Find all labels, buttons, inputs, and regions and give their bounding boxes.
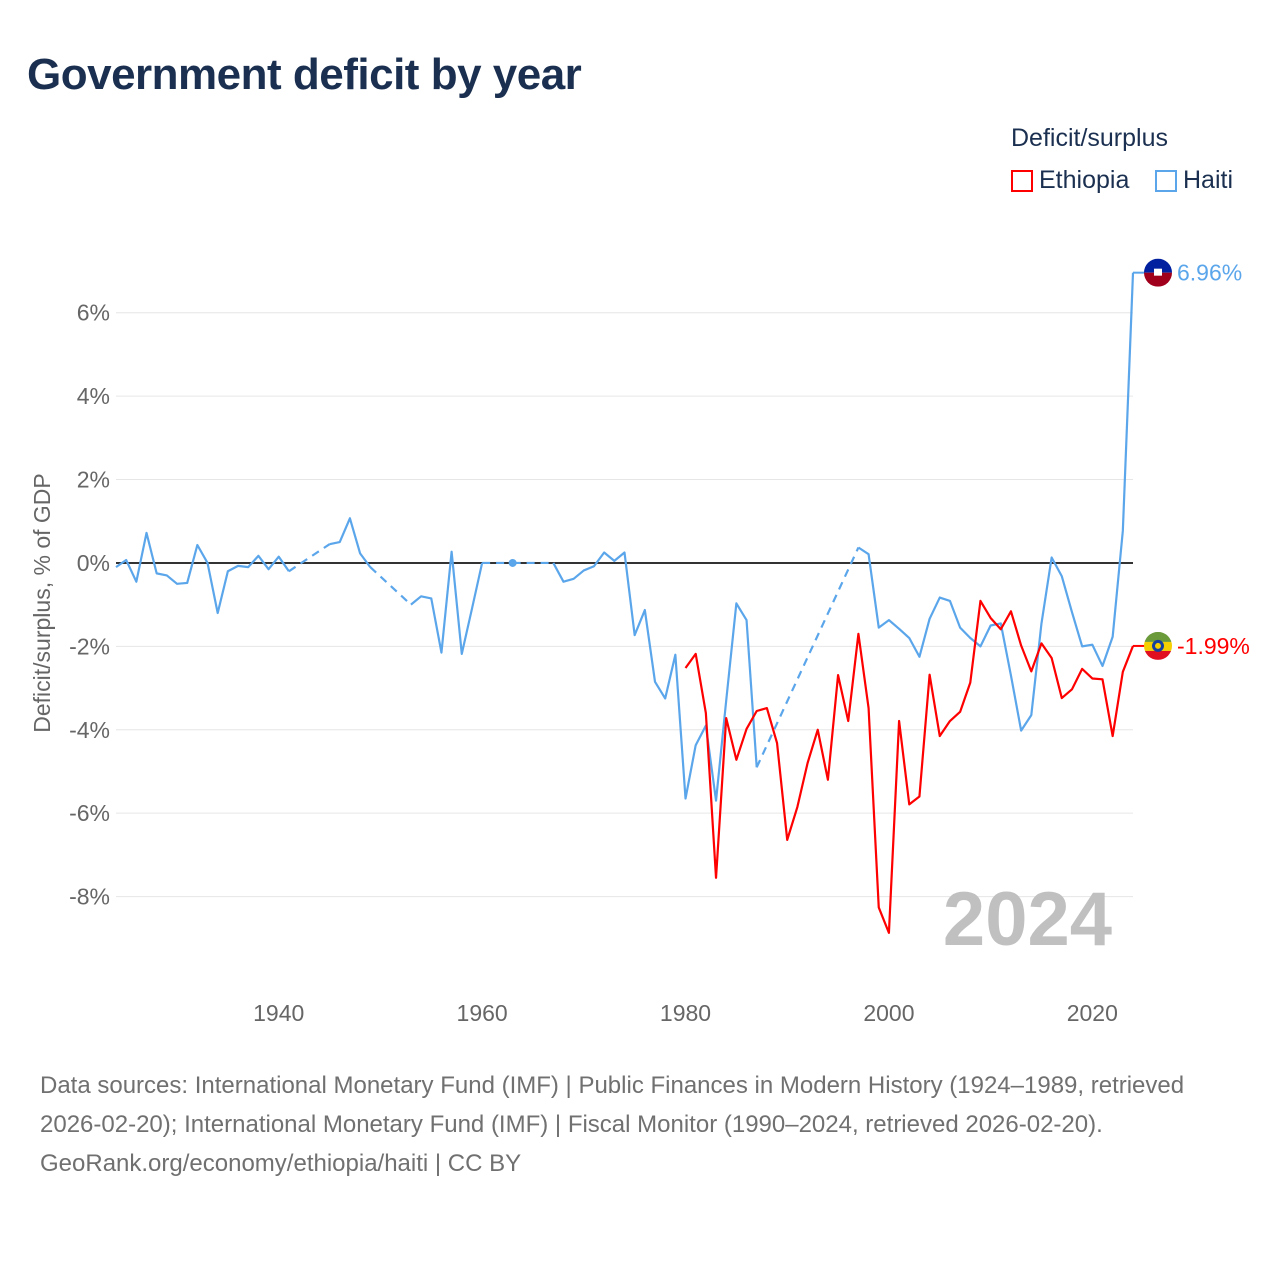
y-tick-label: -8% (69, 884, 110, 910)
ethiopia-end-label: -1.99% (1177, 633, 1250, 659)
footer: Data sources: International Monetary Fun… (40, 1066, 1250, 1183)
y-tick-label: 0% (77, 550, 110, 576)
year-watermark: 2024 (943, 877, 1112, 962)
haiti-gap-line (288, 543, 331, 573)
legend-label-ethiopia: Ethiopia (1039, 166, 1130, 194)
credit-link[interactable]: GeoRank.org/economy/ethiopia/haiti | CC … (40, 1150, 522, 1177)
haiti-line (115, 272, 1135, 802)
data-sources: Data sources: International Monetary Fun… (40, 1072, 1185, 1138)
x-tick-label: 1960 (457, 1000, 508, 1026)
y-axis-label: Deficit/surplus, % of GDP (29, 473, 55, 732)
haiti-gap-line (369, 566, 412, 606)
legend-item-ethiopia[interactable]: Ethiopia (1011, 166, 1129, 195)
x-tick-label: 1980 (660, 1000, 711, 1026)
y-tick-label: 6% (77, 300, 110, 326)
y-tick-label: 2% (77, 467, 110, 493)
haiti-gap-line (755, 547, 860, 768)
y-tick-label: -4% (69, 717, 110, 743)
x-tick-label: 2020 (1067, 1000, 1118, 1026)
legend-item-haiti[interactable]: Haiti (1155, 166, 1233, 195)
haiti-end-label: 6.96% (1177, 260, 1242, 286)
y-tick-label: 4% (77, 383, 110, 409)
page-title: Government deficit by year (27, 50, 582, 99)
x-tick-label: 1940 (253, 1000, 304, 1026)
x-tick-label: 2000 (863, 1000, 914, 1026)
ethiopia-flag-icon (1144, 631, 1172, 660)
legend-swatch-ethiopia (1011, 169, 1033, 192)
y-tick-label: -2% (69, 633, 110, 659)
y-tick-label: -6% (69, 800, 110, 826)
legend-label-haiti: Haiti (1183, 166, 1234, 194)
legend-title: Deficit/surplus (1011, 124, 1168, 152)
legend-swatch-haiti (1155, 169, 1177, 192)
ethiopia-line (684, 599, 1135, 934)
haiti-flag-icon (1144, 258, 1172, 287)
